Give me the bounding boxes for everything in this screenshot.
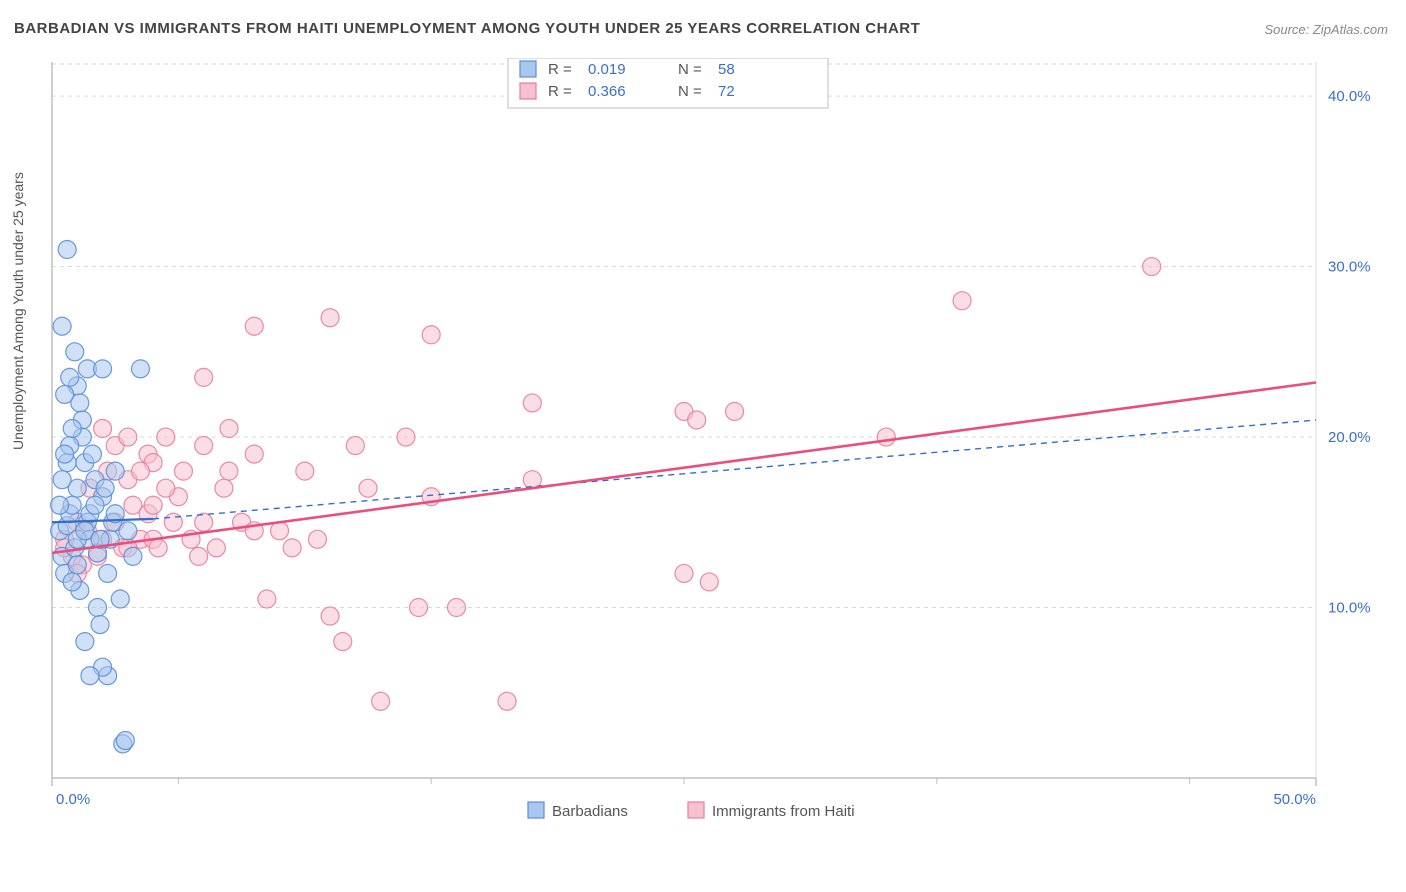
svg-text:0.366: 0.366	[588, 83, 626, 100]
svg-text:0.019: 0.019	[588, 61, 626, 78]
svg-text:10.0%: 10.0%	[1328, 600, 1371, 617]
source-value: ZipAtlas.com	[1313, 22, 1388, 37]
source-label: Source:	[1264, 22, 1312, 37]
svg-text:50.0%: 50.0%	[1273, 791, 1316, 808]
svg-text:Immigrants from Haiti: Immigrants from Haiti	[712, 803, 855, 820]
plot-svg: 10.0% 20.0% 30.0% 40.0% 0.0% 50.0% R = 0.019 N =…	[48, 58, 1386, 824]
svg-text:R =: R =	[548, 61, 572, 78]
scatter-plot: 10.0% 20.0% 30.0% 40.0% 0.0% 50.0% R = 0.019 N =…	[48, 58, 1386, 824]
svg-text:Barbadians: Barbadians	[552, 803, 628, 820]
svg-text:N =: N =	[678, 61, 702, 78]
svg-text:40.0%: 40.0%	[1328, 88, 1371, 105]
chart-container: BARBADIAN VS IMMIGRANTS FROM HAITI UNEMP…	[0, 0, 1406, 892]
svg-text:58: 58	[718, 61, 735, 78]
svg-text:0.0%: 0.0%	[56, 791, 90, 808]
chart-title: BARBADIAN VS IMMIGRANTS FROM HAITI UNEMP…	[14, 20, 920, 37]
svg-text:R =: R =	[548, 83, 572, 100]
svg-text:N =: N =	[678, 83, 702, 100]
y-axis-label: Unemployment Among Youth under 25 years	[10, 172, 26, 450]
svg-text:20.0%: 20.0%	[1328, 429, 1371, 446]
source-attribution: Source: ZipAtlas.com	[1264, 22, 1388, 37]
svg-text:30.0%: 30.0%	[1328, 259, 1371, 276]
svg-text:72: 72	[718, 83, 735, 100]
